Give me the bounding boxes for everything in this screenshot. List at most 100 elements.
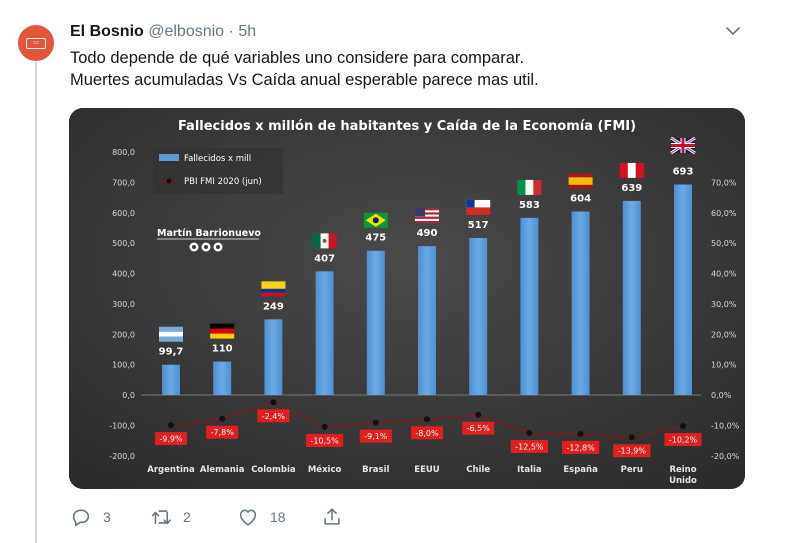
y-left-tick-label: 100,0 xyxy=(112,361,135,370)
gdp-label-box xyxy=(359,429,392,443)
gdp-label-box xyxy=(206,425,239,439)
social-icon-dot xyxy=(192,245,196,249)
retweet-button[interactable]: 2 xyxy=(150,506,191,528)
bar-value-label: 99,7 xyxy=(159,347,184,358)
flag-stripe xyxy=(635,162,644,178)
bar xyxy=(418,246,436,395)
gdp-label-box xyxy=(562,440,600,454)
y-left-tick-label: 500,0 xyxy=(112,239,135,248)
y-left-tick-label: 700,0 xyxy=(112,178,135,187)
bar-value-label: 490 xyxy=(417,228,438,239)
tweet-text-line: Todo depende de qué variables uno consid… xyxy=(70,49,525,67)
tweet-header: El Bosnio @elbosnio · 5h xyxy=(70,21,256,43)
reply-button[interactable]: 3 xyxy=(70,506,111,528)
gdp-point xyxy=(475,411,482,418)
bar xyxy=(520,217,539,395)
flag-stripe xyxy=(210,328,235,334)
bar xyxy=(571,211,590,395)
gdp-value-label: -13,9% xyxy=(618,447,647,456)
gdp-point xyxy=(680,422,686,429)
x-tick-label: EEUU xyxy=(414,465,440,475)
x-tick-label: Brasil xyxy=(362,465,389,475)
gdp-label-box xyxy=(155,432,187,446)
x-tick-label: Alemania xyxy=(200,465,245,475)
bar xyxy=(469,237,488,395)
tweet-image[interactable]: Fallecidos x millón de habitantes y Caíd… xyxy=(69,108,745,489)
mexico-flag-icon xyxy=(312,233,337,249)
gdp-label-box xyxy=(613,444,651,458)
gdp-label-box xyxy=(411,426,443,440)
share-button[interactable] xyxy=(321,506,343,528)
italy-flag-icon xyxy=(517,179,542,195)
watermark-text: Martín Barrionuevo xyxy=(157,228,261,239)
gdp-value-label: -8,0% xyxy=(415,429,439,438)
gdp-point xyxy=(270,399,277,406)
bar-value-label: 639 xyxy=(621,183,642,194)
flag-stripe xyxy=(466,199,491,208)
y-right-tick-label: 0,0% xyxy=(711,391,732,400)
gdp-label-box xyxy=(257,409,290,423)
x-tick-label: México xyxy=(308,464,342,475)
y-right-tick-label: 10,0% xyxy=(711,361,737,370)
flag-stripe xyxy=(533,179,542,195)
flag-stripe xyxy=(210,333,235,339)
legend-swatch-bars xyxy=(159,154,179,161)
social-icon-dot xyxy=(204,245,208,249)
like-button[interactable]: 18 xyxy=(237,506,286,528)
x-tick-label: Chile xyxy=(466,465,490,475)
bar xyxy=(162,364,180,395)
avatar[interactable]: ▭ xyxy=(18,25,54,61)
flag-stripe xyxy=(466,207,491,215)
gdp-point xyxy=(424,416,430,423)
y-right-tick-label: 40,0% xyxy=(711,270,737,279)
flag-stripe xyxy=(517,179,526,195)
gdp-point xyxy=(321,423,328,430)
gdp-point xyxy=(219,415,226,422)
bar-value-label: 693 xyxy=(673,167,694,178)
flag-stripe xyxy=(619,162,628,178)
flag-stripe xyxy=(159,336,183,342)
chile-flag-icon xyxy=(466,199,491,215)
bar-value-label: 475 xyxy=(365,233,386,244)
bar-value-label: 110 xyxy=(212,344,233,355)
legend-label-bars: Fallecidos x mill xyxy=(184,154,251,164)
bar-value-label: 583 xyxy=(519,200,540,211)
spain-flag-icon xyxy=(568,173,593,189)
flag-stripe xyxy=(415,214,439,217)
retweet-icon xyxy=(151,510,171,525)
tweet-time[interactable]: 5h xyxy=(238,23,257,40)
colombia-flag-icon xyxy=(261,281,286,297)
instagram-icon xyxy=(213,242,223,252)
flag-emblem xyxy=(322,238,327,243)
y-left-tick-label: 300,0 xyxy=(112,300,135,309)
germany-flag-icon xyxy=(210,323,235,339)
uk-flag-icon xyxy=(670,136,696,155)
social-icon-dot xyxy=(216,245,220,249)
flag-cross xyxy=(671,144,695,147)
flag-stripe xyxy=(627,162,636,178)
bar-value-label: 407 xyxy=(314,253,335,264)
flag-stripe xyxy=(261,292,286,297)
author-handle[interactable]: @elbosnio xyxy=(148,23,225,40)
flag-stripe xyxy=(415,218,439,222)
gdp-point xyxy=(577,430,584,437)
y-left-tick-label: -100,0 xyxy=(109,421,135,430)
reply-count: 3 xyxy=(103,509,111,525)
bar xyxy=(674,184,692,395)
chart: Fallecidos x millón de habitantes y Caíd… xyxy=(69,108,745,489)
reply-icon xyxy=(72,509,90,527)
gdp-point xyxy=(372,419,379,426)
flag-stripe xyxy=(261,288,286,293)
y-right-tick-label: 30,0% xyxy=(711,300,737,309)
author-name[interactable]: El Bosnio xyxy=(70,23,144,40)
flag-stripe xyxy=(415,221,439,224)
x-tick-label: Colombia xyxy=(251,465,296,475)
chevron-down-icon[interactable] xyxy=(725,23,741,39)
bar xyxy=(622,200,641,395)
chart-title: Fallecidos x millón de habitantes y Caíd… xyxy=(178,119,636,134)
bar xyxy=(315,271,334,395)
twitter-icon xyxy=(189,242,199,252)
y-right-tick-label: 70,0% xyxy=(711,178,737,187)
legend: Fallecidos x mill PBI FMI 2020 (jun) xyxy=(153,148,283,194)
gdp-value-label: -12,5% xyxy=(515,442,544,451)
